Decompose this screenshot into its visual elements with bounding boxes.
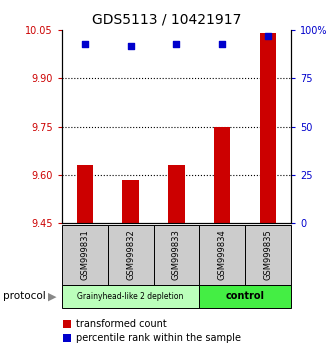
Point (220, 41, 225, 46)
Point (82, 41, 87, 46)
Bar (214, 126, 230, 223)
Bar (245, 225, 291, 285)
Text: ▶: ▶ (48, 291, 57, 301)
Point (128, 43, 133, 48)
Text: GSM999833: GSM999833 (172, 229, 181, 280)
Bar (108, 225, 154, 285)
Point (266, 33, 271, 39)
Text: Grainyhead-like 2 depletion: Grainyhead-like 2 depletion (77, 292, 184, 301)
Point (174, 41, 179, 46)
Bar (62, 285, 199, 308)
Text: GSM999832: GSM999832 (126, 229, 135, 280)
Bar (260, 33, 276, 223)
Text: percentile rank within the sample: percentile rank within the sample (76, 333, 240, 343)
Text: GSM999831: GSM999831 (80, 229, 89, 280)
Bar (199, 225, 245, 285)
Bar (168, 165, 184, 223)
Bar (62, 225, 108, 285)
Text: GDS5113 / 10421917: GDS5113 / 10421917 (92, 12, 241, 27)
Text: control: control (226, 291, 265, 302)
Text: protocol: protocol (3, 291, 46, 301)
Text: GSM999835: GSM999835 (264, 229, 273, 280)
Text: transformed count: transformed count (76, 319, 166, 329)
Bar (123, 179, 139, 223)
Bar (199, 285, 291, 308)
Bar (154, 225, 199, 285)
Text: GSM999834: GSM999834 (218, 229, 227, 280)
Bar (77, 165, 93, 223)
